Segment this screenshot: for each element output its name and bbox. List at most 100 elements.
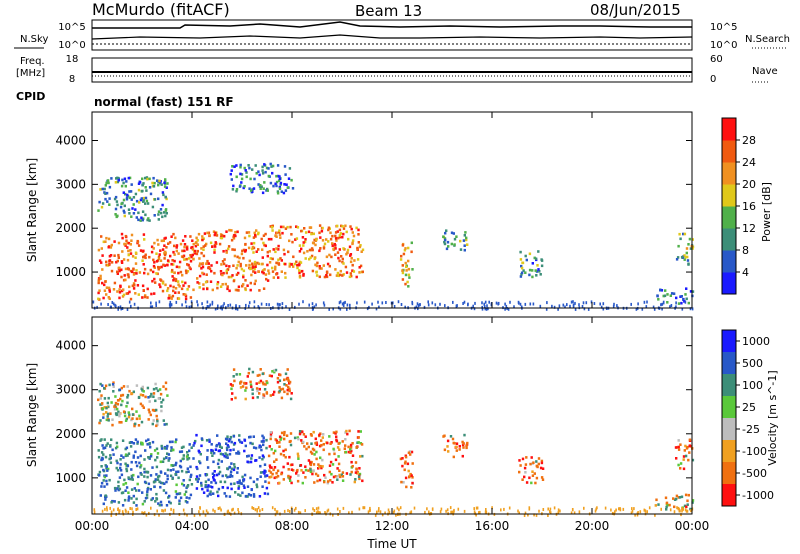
heatmap-cell (262, 382, 265, 386)
heatmap-cell (279, 452, 283, 456)
heatmap-cell (166, 263, 169, 267)
heatmap-cell (127, 499, 130, 502)
heatmap-cell (180, 446, 184, 449)
heatmap-cell (213, 248, 216, 252)
heatmap-cell (283, 252, 286, 256)
heatmap-cell (275, 174, 278, 178)
heatmap-cell (264, 170, 267, 174)
heatmap-cell (184, 293, 187, 296)
heatmap-cell (164, 209, 167, 212)
noise-tick-low: 10^0 (58, 40, 85, 51)
heatmap-cell (224, 452, 227, 455)
ground-scatter-cell (484, 300, 487, 304)
ground-scatter-cell (248, 304, 250, 308)
heatmap-cell (286, 462, 289, 465)
heatmap-cell (245, 386, 248, 390)
heatmap-cell (296, 436, 299, 439)
heatmap-cell (160, 503, 163, 507)
heatmap-cell (185, 455, 189, 458)
ground-scatter-cell (610, 508, 612, 512)
heatmap-cell (459, 248, 463, 251)
nsearch-tick-high: 10^5 (710, 22, 737, 33)
heatmap-cell (125, 196, 129, 199)
heatmap-cell (221, 234, 224, 237)
heatmap-cell (404, 261, 407, 265)
heatmap-cell (334, 244, 337, 247)
heatmap-cell (346, 251, 349, 254)
heatmap-cell (248, 435, 251, 439)
heatmap-cell (169, 469, 172, 472)
heatmap-cell (149, 454, 153, 458)
heatmap-cell (181, 249, 184, 253)
heatmap-cell (121, 178, 124, 182)
heatmap-cell (336, 475, 339, 478)
ground-scatter-cell (639, 510, 642, 514)
heatmap-cell (358, 467, 361, 470)
heatmap-cell (177, 297, 181, 300)
heatmap-cell (124, 419, 128, 422)
heatmap-cell (272, 276, 275, 279)
heatmap-cell (290, 392, 293, 395)
ground-scatter-cell (590, 300, 593, 304)
heatmap-cell (525, 481, 529, 484)
heatmap-cell (148, 219, 151, 222)
heatmap-cell (125, 469, 129, 473)
heatmap-cell (304, 435, 307, 438)
heatmap-cell (302, 241, 305, 244)
heatmap-cell (296, 226, 300, 229)
heatmap-cell (341, 235, 344, 239)
heatmap-cell (538, 270, 541, 273)
heatmap-cell (450, 242, 453, 246)
ground-scatter-cell (299, 511, 302, 515)
heatmap-cell (130, 474, 133, 478)
heatmap-cell (233, 465, 236, 469)
heatmap-cell (230, 169, 233, 172)
heatmap-cell (307, 445, 310, 449)
heatmap-cell (137, 293, 140, 296)
heatmap-cell (296, 452, 300, 456)
heatmap-cell (108, 185, 112, 189)
ground-scatter-cell (517, 509, 519, 513)
heatmap-cell (283, 165, 287, 168)
heatmap-cell (134, 422, 137, 426)
ground-scatter-cell (670, 304, 673, 307)
freq-panel: 18 8 60 0 (66, 54, 723, 85)
ground-scatter-cell (467, 303, 469, 307)
heatmap-cell (409, 473, 412, 477)
heatmap-cell (285, 183, 288, 186)
ground-scatter-cell (553, 506, 556, 510)
heatmap-cell (106, 442, 109, 445)
heatmap-cell (272, 468, 275, 472)
ground-scatter-cell (376, 510, 378, 514)
heatmap-cell (130, 476, 134, 480)
heatmap-cell (459, 239, 462, 243)
ground-scatter-cell (220, 508, 222, 512)
heatmap-cell (146, 218, 149, 222)
heatmap-cell (219, 452, 223, 456)
heatmap-cell (206, 259, 209, 263)
heatmap-cell (252, 266, 255, 269)
heatmap-cell (152, 419, 155, 422)
ground-scatter-cell (109, 506, 111, 510)
heatmap-cell (152, 185, 156, 188)
heatmap-cell (175, 470, 178, 474)
ground-scatter-cell (351, 510, 353, 514)
heatmap-cell (217, 487, 221, 491)
heatmap-cell (533, 472, 536, 475)
heatmap-cell (113, 197, 117, 201)
heatmap-cell (155, 414, 158, 418)
heatmap-cell (272, 393, 275, 396)
heatmap-cell (293, 262, 296, 266)
heatmap-cell (337, 442, 340, 445)
heatmap-cell (271, 472, 274, 476)
heatmap-cell (107, 181, 110, 185)
heatmap-cell (230, 387, 233, 391)
heatmap-cell (106, 401, 109, 405)
heatmap-cell (405, 269, 408, 272)
heatmap-cell (198, 257, 201, 260)
heatmap-cell (232, 435, 236, 438)
heatmap-cell (153, 292, 156, 295)
heatmap-cell (226, 438, 229, 441)
heatmap-cell (239, 163, 242, 167)
heatmap-cell (140, 387, 143, 391)
